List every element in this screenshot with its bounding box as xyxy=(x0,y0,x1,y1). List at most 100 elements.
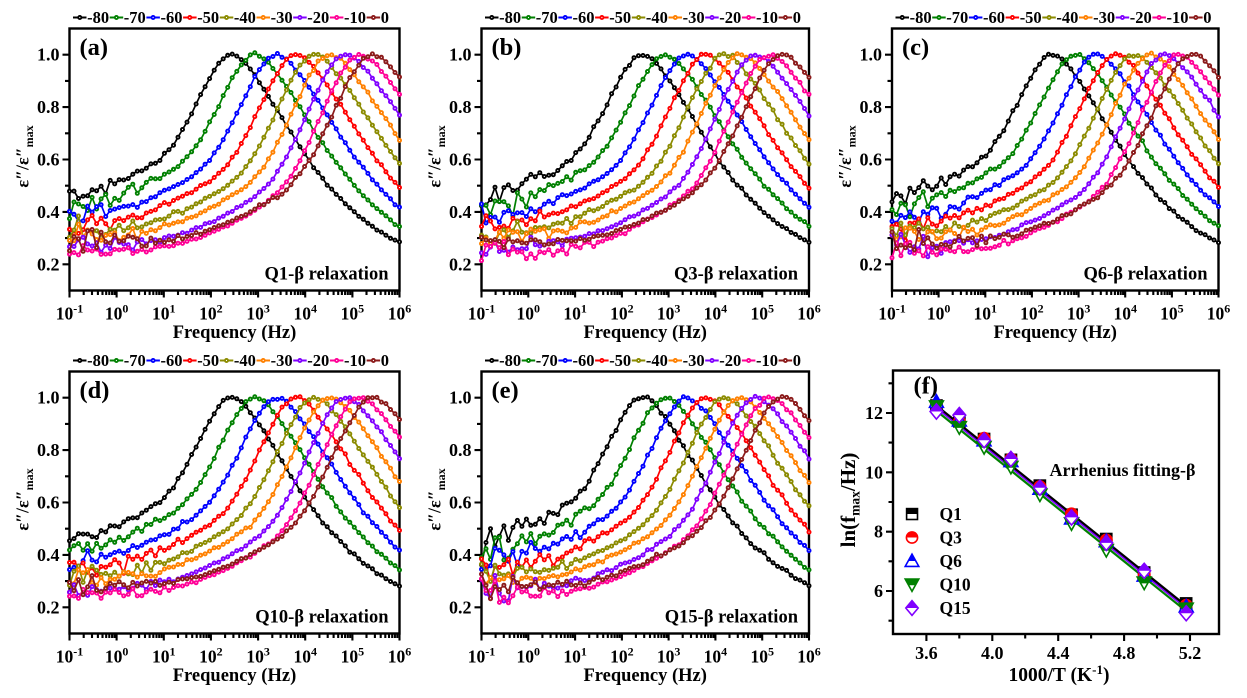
svg-text:-20: -20 xyxy=(719,351,741,370)
svg-text:-20: -20 xyxy=(307,8,329,27)
svg-text:-60: -60 xyxy=(161,351,183,370)
svg-text:-40: -40 xyxy=(646,351,668,370)
svg-text:12: 12 xyxy=(865,403,883,423)
svg-text:-50: -50 xyxy=(1020,8,1042,27)
svg-text:-70: -70 xyxy=(536,351,558,370)
svg-text:Q3: Q3 xyxy=(940,528,963,548)
svg-text:-80: -80 xyxy=(87,351,109,370)
svg-text:0: 0 xyxy=(793,8,801,27)
svg-text:0.6: 0.6 xyxy=(449,493,472,513)
svg-text:Frequency (Hz): Frequency (Hz) xyxy=(583,323,706,343)
svg-text:Q15: Q15 xyxy=(940,598,971,618)
svg-text:1.0: 1.0 xyxy=(449,388,472,408)
svg-text:-30: -30 xyxy=(271,8,293,27)
svg-text:-70: -70 xyxy=(124,351,146,370)
svg-text:-40: -40 xyxy=(234,8,256,27)
svg-text:-80: -80 xyxy=(87,8,109,27)
svg-text:-50: -50 xyxy=(609,351,631,370)
svg-text:0.8: 0.8 xyxy=(37,97,60,117)
svg-text:1.0: 1.0 xyxy=(860,45,883,65)
svg-text:0.4: 0.4 xyxy=(860,202,883,222)
svg-text:Frequency (Hz): Frequency (Hz) xyxy=(173,323,296,343)
svg-text:(e): (e) xyxy=(492,377,519,404)
svg-text:Frequency (Hz): Frequency (Hz) xyxy=(173,666,296,686)
svg-text:0.4: 0.4 xyxy=(449,202,472,222)
svg-text:Q6: Q6 xyxy=(940,551,963,571)
svg-text:Arrhenius fitting-β: Arrhenius fitting-β xyxy=(1050,460,1196,480)
svg-text:Frequency (Hz): Frequency (Hz) xyxy=(993,323,1116,343)
svg-text:0: 0 xyxy=(381,351,389,370)
svg-text:0.8: 0.8 xyxy=(449,440,472,460)
svg-text:0.8: 0.8 xyxy=(860,97,883,117)
svg-text:4.0: 4.0 xyxy=(981,643,1004,663)
svg-text:0.2: 0.2 xyxy=(449,254,472,274)
svg-text:0.2: 0.2 xyxy=(449,597,472,617)
svg-text:-20: -20 xyxy=(1130,8,1152,27)
svg-text:0.6: 0.6 xyxy=(860,150,883,170)
svg-text:-20: -20 xyxy=(719,8,741,27)
svg-text:5.2: 5.2 xyxy=(1179,643,1202,663)
svg-text:1.0: 1.0 xyxy=(37,388,60,408)
svg-text:0.2: 0.2 xyxy=(860,254,883,274)
svg-text:3.6: 3.6 xyxy=(915,643,938,663)
svg-text:0: 0 xyxy=(1203,8,1211,27)
svg-text:Q10-β relaxation: Q10-β relaxation xyxy=(255,608,389,628)
svg-text:1.0: 1.0 xyxy=(37,45,60,65)
svg-text:Q10: Q10 xyxy=(940,575,971,595)
svg-text:(b): (b) xyxy=(492,34,522,61)
svg-text:8: 8 xyxy=(874,522,883,542)
svg-text:-10: -10 xyxy=(756,8,778,27)
svg-text:-70: -70 xyxy=(946,8,968,27)
svg-text:-40: -40 xyxy=(234,351,256,370)
svg-text:-80: -80 xyxy=(910,8,932,27)
svg-text:0.6: 0.6 xyxy=(449,150,472,170)
svg-text:0.8: 0.8 xyxy=(449,97,472,117)
svg-text:0.4: 0.4 xyxy=(37,545,60,565)
svg-text:0.4: 0.4 xyxy=(449,545,472,565)
svg-text:-50: -50 xyxy=(609,8,631,27)
svg-text:Q1-β relaxation: Q1-β relaxation xyxy=(265,265,390,285)
svg-text:Q1: Q1 xyxy=(940,504,962,524)
svg-text:-10: -10 xyxy=(344,8,366,27)
svg-text:-50: -50 xyxy=(197,351,219,370)
svg-text:(c): (c) xyxy=(902,34,929,61)
svg-text:Frequency (Hz): Frequency (Hz) xyxy=(583,666,706,686)
svg-text:0.4: 0.4 xyxy=(37,202,60,222)
svg-text:-70: -70 xyxy=(536,8,558,27)
svg-text:-50: -50 xyxy=(197,8,219,27)
svg-text:0: 0 xyxy=(793,351,801,370)
svg-text:Q15-β relaxation: Q15-β relaxation xyxy=(665,608,799,628)
svg-text:-80: -80 xyxy=(499,351,521,370)
svg-text:-20: -20 xyxy=(307,351,329,370)
svg-text:-30: -30 xyxy=(271,351,293,370)
svg-text:0.6: 0.6 xyxy=(37,150,60,170)
svg-text:0.8: 0.8 xyxy=(37,440,60,460)
svg-text:6: 6 xyxy=(874,581,883,601)
svg-text:Q3-β relaxation: Q3-β relaxation xyxy=(674,265,799,285)
svg-text:-40: -40 xyxy=(646,8,668,27)
svg-text:Q6-β relaxation: Q6-β relaxation xyxy=(1084,265,1209,285)
svg-text:-60: -60 xyxy=(573,8,595,27)
svg-text:4.8: 4.8 xyxy=(1113,643,1136,663)
svg-text:(a): (a) xyxy=(80,34,109,61)
svg-text:4.4: 4.4 xyxy=(1047,643,1070,663)
svg-text:-60: -60 xyxy=(573,351,595,370)
svg-text:-60: -60 xyxy=(983,8,1005,27)
svg-text:-80: -80 xyxy=(499,8,521,27)
svg-text:-30: -30 xyxy=(683,351,705,370)
svg-text:0.2: 0.2 xyxy=(37,254,60,274)
svg-text:-30: -30 xyxy=(683,8,705,27)
svg-text:-10: -10 xyxy=(344,351,366,370)
svg-text:(f): (f) xyxy=(914,373,938,400)
svg-text:-60: -60 xyxy=(161,8,183,27)
svg-text:1.0: 1.0 xyxy=(449,45,472,65)
svg-text:-30: -30 xyxy=(1093,8,1115,27)
svg-text:0.2: 0.2 xyxy=(37,597,60,617)
svg-text:-10: -10 xyxy=(1167,8,1189,27)
svg-text:-40: -40 xyxy=(1056,8,1078,27)
svg-text:-70: -70 xyxy=(124,8,146,27)
svg-text:-10: -10 xyxy=(756,351,778,370)
svg-text:10: 10 xyxy=(865,462,883,482)
svg-text:0.6: 0.6 xyxy=(37,493,60,513)
svg-text:(d): (d) xyxy=(80,377,110,404)
